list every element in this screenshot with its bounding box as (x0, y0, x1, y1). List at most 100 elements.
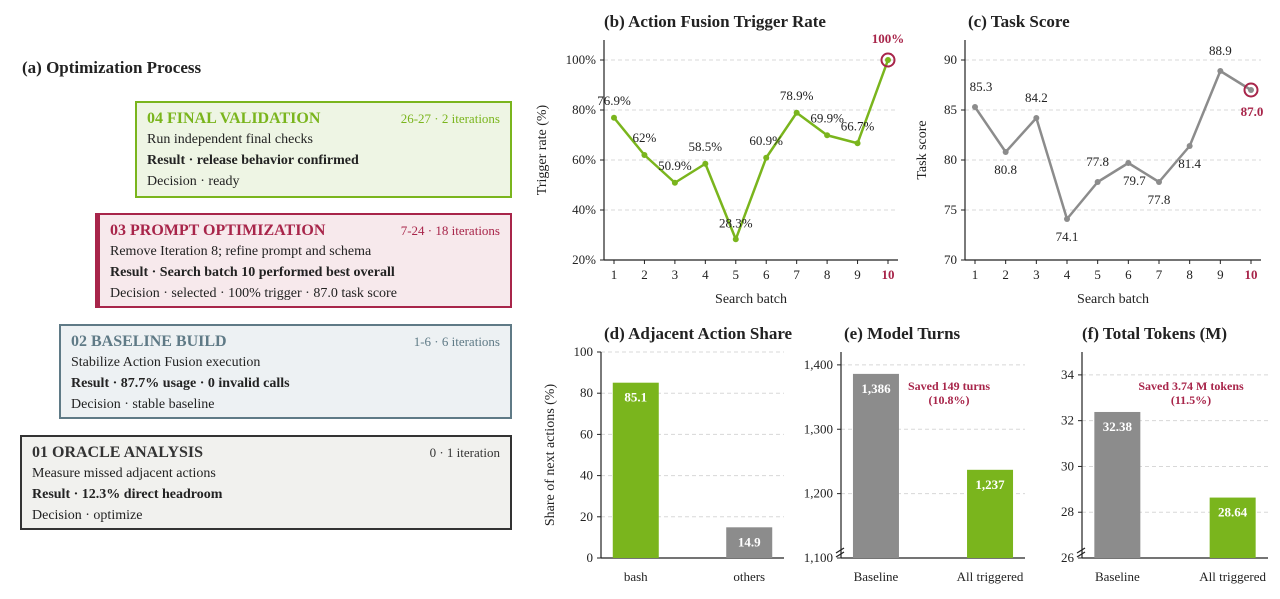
data-point-b (793, 109, 800, 116)
stage-meta: 0 · 1 iteration (429, 445, 500, 460)
bar-value-label-e: 1,237 (975, 477, 1005, 492)
series-line-c (973, 69, 1252, 221)
bar-d (612, 382, 659, 558)
stage-meta: 1-6 · 6 iterations (413, 334, 500, 349)
bar-e (967, 469, 1014, 558)
stage-meta: 7-24 · 18 iterations (400, 223, 500, 238)
x-tick-label-c: 1 (972, 267, 979, 282)
data-point-b (885, 57, 891, 63)
data-point-c (1125, 160, 1132, 166)
y-tick-label-c: 70 (944, 252, 957, 267)
bar-value-label-f: 32.38 (1103, 419, 1133, 434)
data-label-c: 74.1 (1056, 229, 1079, 244)
annotation-e: Saved 149 turns (908, 379, 990, 393)
bar-d (726, 527, 773, 558)
annotation-f: Saved 3.74 M tokens (1138, 379, 1244, 393)
bar-value-label-e: 1,386 (861, 381, 891, 396)
x-tick-label-d: others (733, 569, 765, 584)
y-tick-label-b: 80% (572, 102, 596, 117)
y-tick-label-f: 26 (1061, 550, 1075, 565)
stage-task: Measure missed adjacent actions (32, 466, 216, 481)
annotation-e: (10.8%) (929, 393, 970, 407)
y-axis-label-d: Share of next actions (%) (543, 384, 558, 527)
stage-oracle-analysis: 01 ORACLE ANALYSIS 0 · 1 iteration Measur… (20, 435, 512, 530)
highlight-ring-c (1243, 82, 1259, 98)
panel-a-title: (a) Optimization Process (22, 58, 202, 77)
stage-task: Remove Iteration 8; refine prompt and sc… (110, 244, 372, 259)
stage-decision: Decision · optimize (32, 508, 143, 523)
data-label-c: 79.7 (1123, 173, 1146, 188)
stage-task: Run independent final checks (147, 132, 314, 147)
bar-f (1094, 411, 1141, 558)
stage-decision: Decision · selected · 100% trigger · 87.… (110, 286, 397, 301)
data-point-b (854, 140, 861, 147)
x-tick-label-c: 2 (1002, 267, 1009, 282)
data-label-c: 77.8 (1086, 154, 1109, 169)
x-tick-label-c: 8 (1186, 267, 1193, 282)
stage-task: Stabilize Action Fusion execution (71, 355, 261, 370)
x-tick-label-c: 10 (1245, 267, 1258, 282)
stage-result: Result · Search batch 10 performed best … (110, 265, 395, 280)
stage-final-validation: 04 FINAL VALIDATION 26-27 · 2 iterations … (135, 101, 512, 198)
data-label-b: 69.9% (810, 110, 844, 125)
x-tick-label-c: 9 (1217, 267, 1224, 282)
data-label-b: 60.9% (749, 133, 783, 148)
data-point-b (671, 179, 678, 186)
data-point-b (702, 160, 709, 167)
stage-meta: 26-27 · 2 iterations (400, 111, 500, 126)
x-tick-label-c: 5 (1094, 267, 1101, 282)
stage-result: Result · 87.7% usage · 0 invalid calls (71, 376, 290, 391)
chart-title-d: (d) Adjacent Action Share (604, 324, 793, 343)
stage-baseline-build: 02 BASELINE BUILD 1-6 · 6 iterations Stab… (59, 324, 512, 419)
data-label-b: 100% (872, 31, 905, 46)
stage-title: 04 FINAL VALIDATION (147, 110, 321, 127)
y-tick-label-e: 1,300 (804, 421, 833, 436)
stage-result: Result · 12.3% direct headroom (32, 487, 223, 502)
y-tick-label-c: 80 (944, 152, 957, 167)
data-label-c: 85.3 (970, 79, 993, 94)
y-tick-label-f: 28 (1061, 504, 1074, 519)
data-point-b (824, 132, 831, 139)
x-tick-label-e: Baseline (854, 569, 899, 584)
x-tick-label-c: 6 (1125, 267, 1132, 282)
x-axis-label-c: Search batch (1077, 292, 1149, 307)
y-axis-label-b: Trigger rate (%) (535, 104, 550, 195)
data-point-c (972, 104, 978, 110)
data-point-b (732, 236, 739, 243)
bar-value-label-f: 28.64 (1218, 505, 1248, 520)
bar-value-label-d: 85.1 (624, 390, 647, 405)
chart-title-b: (b) Action Fusion Trigger Rate (604, 12, 826, 31)
chart-title-f: (f) Total Tokens (M) (1082, 324, 1227, 343)
x-tick-label-b: 7 (793, 267, 800, 282)
data-label-c: 87.0 (1241, 104, 1264, 119)
data-label-b: 50.9% (658, 158, 692, 173)
data-label-c: 80.8 (994, 162, 1017, 177)
y-tick-label-f: 34 (1061, 367, 1075, 382)
stage-title: 01 ORACLE ANALYSIS (32, 444, 204, 461)
stage-prompt-optimization: 03 PROMPT OPTIMIZATION 7-24 · 18 iteratio… (95, 213, 512, 308)
data-point-c (1094, 179, 1101, 185)
data-point-c (1064, 216, 1070, 222)
chart-title-e: (e) Model Turns (844, 324, 961, 343)
data-label-b: 28.3% (719, 215, 753, 230)
stage-result: Result · release behavior confirmed (147, 153, 359, 168)
x-axis-label-b: Search batch (715, 292, 787, 307)
y-tick-label-c: 90 (944, 52, 957, 67)
stage-decision: Decision · ready (147, 174, 240, 189)
y-axis-label-c: Task score (915, 120, 930, 179)
x-tick-label-b: 9 (854, 267, 861, 282)
annotation-f: (11.5%) (1171, 393, 1211, 407)
y-tick-label-f: 30 (1061, 458, 1074, 473)
data-label-c: 77.8 (1148, 192, 1171, 207)
stage-title: 02 BASELINE BUILD (71, 333, 227, 350)
bar-f (1209, 497, 1256, 558)
x-tick-label-b: 2 (641, 267, 648, 282)
data-label-b: 78.9% (780, 88, 814, 103)
x-tick-label-c: 4 (1064, 267, 1071, 282)
y-tick-label-d: 60 (580, 426, 593, 441)
stage-title: 03 PROMPT OPTIMIZATION (110, 222, 326, 239)
data-point-c (1217, 68, 1224, 74)
chart-title-c: (c) Task Score (968, 12, 1070, 31)
x-tick-label-c: 3 (1033, 267, 1040, 282)
data-point-c (1248, 87, 1254, 93)
